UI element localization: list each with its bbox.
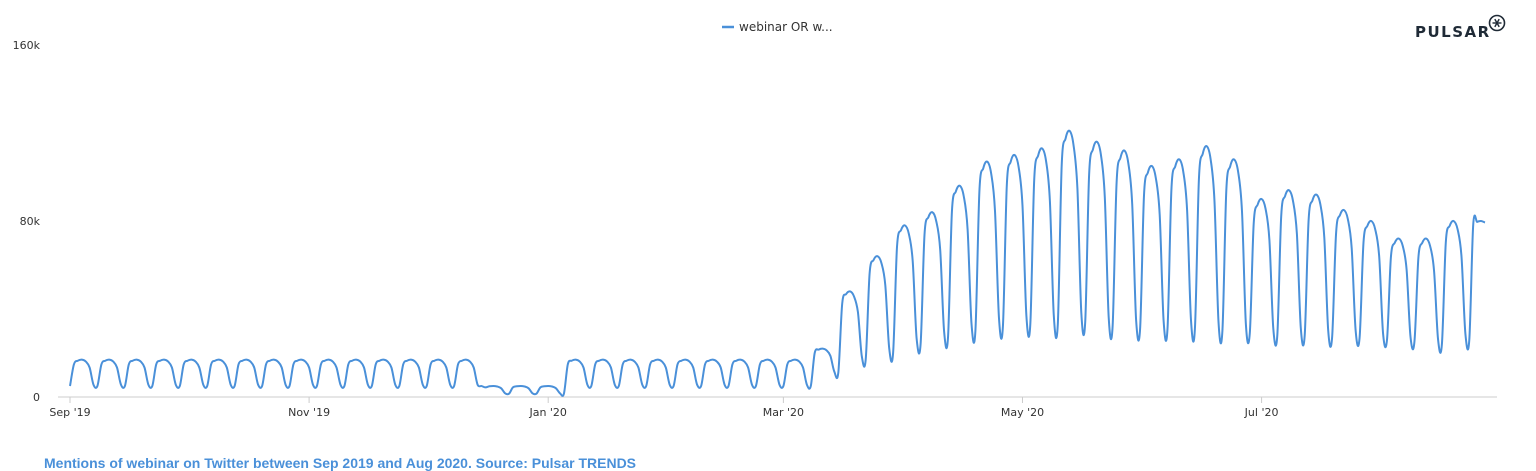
x-tick-label: Mar '20 — [763, 406, 804, 419]
series-line[interactable] — [69, 129, 1486, 397]
brand-logo: PULSAR — [1415, 14, 1506, 41]
y-axis: 0 80k 160k — [13, 39, 41, 404]
y-tick-label: 0 — [33, 391, 40, 404]
x-tick-label: Jul '20 — [1244, 406, 1279, 419]
pulsar-star-icon — [1488, 14, 1506, 32]
brand-name: PULSAR — [1415, 23, 1491, 41]
legend-label-series-1[interactable]: webinar OR w... — [739, 20, 833, 34]
x-tick-label: Jan '20 — [528, 406, 566, 419]
y-tick-label: 160k — [13, 39, 41, 52]
x-tick-label: Sep '19 — [49, 406, 90, 419]
series-group — [69, 129, 1486, 397]
y-tick-label: 80k — [20, 215, 41, 228]
x-axis: Sep '19 Nov '19 Jan '20 Mar '20 May '20 Jul '… — [49, 396, 1497, 419]
legend[interactable]: webinar OR w... — [722, 20, 833, 34]
chart-caption: Mentions of webinar on Twitter between S… — [44, 455, 637, 471]
x-tick-label: May '20 — [1001, 406, 1044, 419]
x-tick-label: Nov '19 — [288, 406, 330, 419]
